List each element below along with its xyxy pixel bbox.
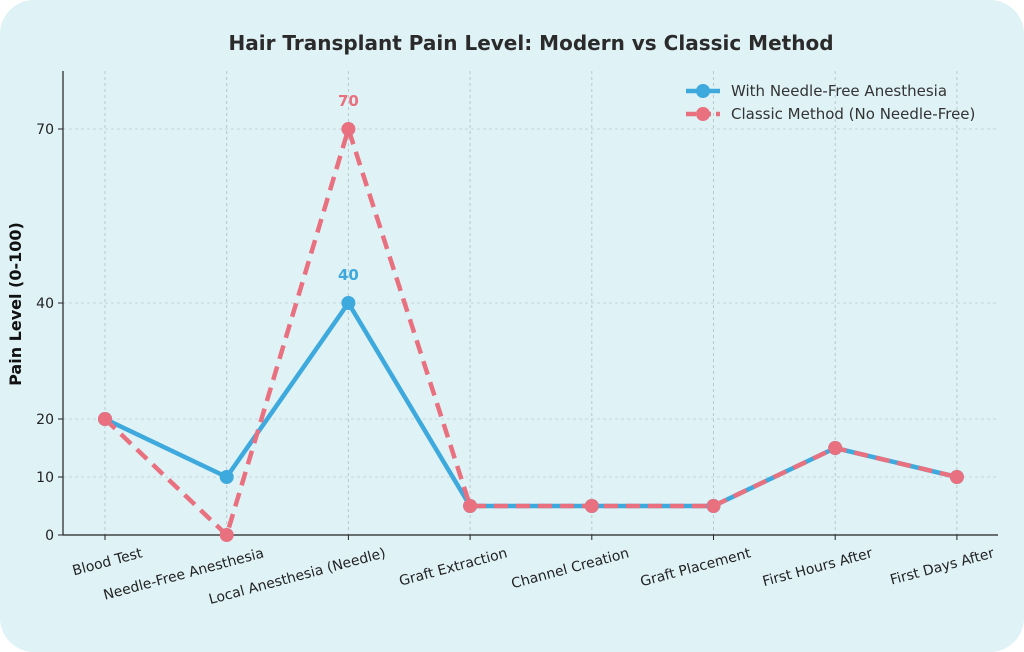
peak-label-1: 70	[338, 92, 359, 110]
peak-labels: 40 70	[338, 92, 359, 284]
data-point-0	[341, 296, 356, 310]
data-point-1	[463, 499, 478, 513]
series-line-1	[103, 126, 958, 538]
data-point-1	[828, 441, 843, 455]
y-grid	[63, 128, 998, 478]
legend-marker-1	[696, 107, 710, 121]
data-point-1	[98, 412, 112, 426]
data-point-1	[949, 470, 964, 484]
x-tick-label: Graft Extraction	[398, 545, 510, 589]
data-point-1	[706, 499, 721, 513]
data-point-1	[219, 528, 234, 542]
legend-label-0: With Needle-Free Anesthesia	[731, 82, 947, 100]
y-tick-label: 0	[45, 528, 54, 544]
series-markers	[98, 122, 964, 542]
x-tick-label: Blood Test	[71, 545, 145, 579]
chart-title: Hair Transplant Pain Level: Modern vs Cl…	[228, 31, 834, 55]
y-tick-label: 70	[36, 122, 54, 138]
x-grid	[104, 71, 958, 535]
legend-marker-0	[696, 84, 710, 98]
data-point-1	[341, 122, 356, 136]
data-point-0	[219, 470, 234, 484]
y-tick-label: 10	[36, 470, 54, 486]
x-tick-label: Graft Placement	[639, 545, 753, 590]
y-tick-label: 20	[36, 412, 54, 428]
x-tick-label: Channel Creation	[510, 545, 631, 592]
x-tick-label: First Days After	[889, 545, 997, 588]
peak-label-0: 40	[338, 266, 359, 284]
y-ticks: 0 10 20 40 70	[36, 122, 63, 544]
legend-label-1: Classic Method (No Needle-Free)	[731, 105, 975, 123]
y-axis-label: Pain Level (0-100)	[6, 222, 25, 386]
data-point-1	[584, 499, 599, 513]
legend: With Needle-Free Anesthesia Classic Metho…	[686, 82, 975, 123]
series-lines	[103, 126, 958, 538]
x-tick-label: First Hours After	[761, 545, 875, 590]
y-tick-label: 40	[36, 296, 54, 312]
